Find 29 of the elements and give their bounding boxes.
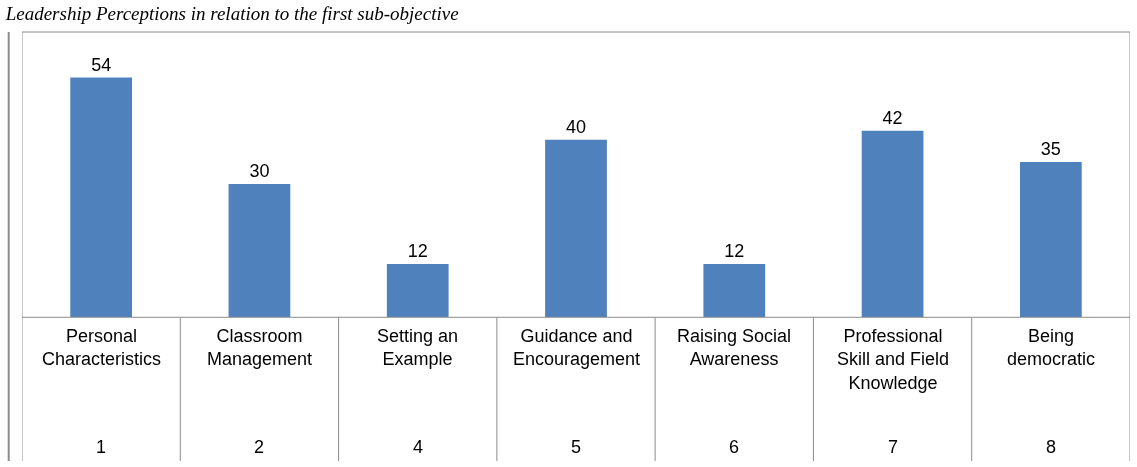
x-tick-label: Being democratic: [1007, 326, 1096, 370]
bar: [70, 77, 133, 318]
bar: [545, 139, 607, 318]
data-label: 35: [1040, 138, 1061, 159]
text: 1: [96, 437, 107, 457]
data-label: 40: [565, 116, 587, 137]
bar: [861, 130, 924, 318]
data-label: 12: [407, 241, 428, 262]
text: 4: [413, 437, 424, 457]
chart-title: Leadership Perceptions in relation to the first sub-objective: [4, 3, 459, 25]
text: 7: [888, 437, 899, 457]
text: 2: [254, 437, 265, 457]
x-tick-label: Professional Skill and Field Knowledge: [837, 326, 950, 393]
data-label: 42: [882, 107, 903, 128]
text: 5: [571, 437, 582, 457]
bar: [1019, 161, 1082, 318]
x-tick-label: Classroom Management: [207, 326, 313, 370]
bar: [228, 184, 291, 318]
x-tick-label: Personal Characteristics: [42, 326, 162, 370]
bar: [703, 264, 766, 318]
x-tick-label: Raising Social Awareness: [677, 326, 792, 370]
text: 6: [729, 437, 740, 457]
data-label: 30: [249, 161, 270, 182]
x-tick-label: Setting an Example: [377, 326, 459, 370]
bar: [386, 264, 449, 318]
text: 8: [1046, 437, 1057, 457]
data-label: 54: [91, 54, 112, 75]
data-label: 12: [724, 241, 745, 262]
x-tick-label: Guidance and Encouragement: [513, 326, 641, 370]
